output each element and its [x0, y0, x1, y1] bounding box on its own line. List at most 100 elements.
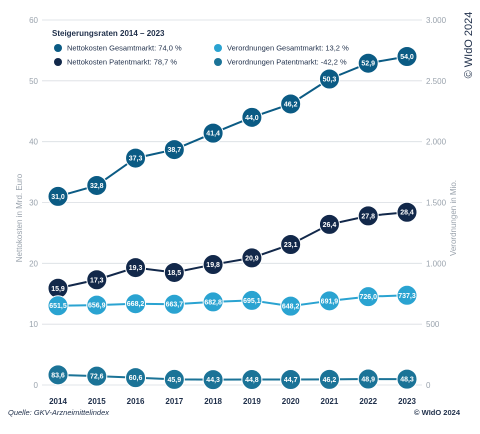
legend-marker — [54, 58, 62, 66]
data-point — [125, 367, 147, 389]
legend-label: Nettokosten Patentmarkt: 78,7 % — [67, 58, 177, 67]
footer-copyright: © WIdO 2024 — [414, 408, 461, 417]
data-point — [163, 261, 185, 283]
data-point — [202, 122, 224, 144]
data-label: 44,8 — [245, 377, 259, 384]
y-right-tick-label: 1.000 — [426, 259, 447, 268]
series-1: 31,0 32,8 37,3 38,7 41,4 44,0 46,2 50,3 52,9 54,0 — [47, 46, 418, 207]
x-tick-label: 2019 — [243, 397, 261, 406]
data-point — [86, 174, 108, 196]
data-point — [241, 106, 263, 128]
data-point — [163, 139, 185, 161]
data-label: 50,3 — [323, 77, 337, 84]
data-label: 27,8 — [361, 213, 375, 220]
y-axis-right-title: Verordnungen in Mio. — [449, 180, 458, 256]
x-tick-label: 2015 — [88, 397, 106, 406]
y-axis-left-title: Nettokosten in Mrd. Euro — [15, 173, 24, 262]
data-point — [396, 284, 418, 306]
data-point — [241, 247, 263, 269]
data-label: 37,3 — [129, 156, 143, 163]
data-point — [396, 46, 418, 67]
data-point — [163, 368, 185, 390]
legend: Steigerungsraten 2014 – 2023 Nettokosten… — [52, 29, 349, 67]
data-label: 44,7 — [284, 377, 298, 384]
data-point — [396, 201, 418, 223]
data-label: 32,8 — [90, 183, 104, 190]
legend-label: Verordnungen Patentmarkt: -42,2 % — [227, 58, 347, 67]
data-label: 663,7 — [166, 302, 184, 309]
series-line — [57, 55, 408, 198]
y-right-tick-label: 0 — [426, 381, 431, 390]
legend-title: Steigerungsraten 2014 – 2023 — [52, 29, 165, 38]
data-point — [357, 205, 379, 227]
data-label: 682,8 — [204, 299, 222, 306]
data-label: 48,9 — [361, 377, 375, 384]
source-note: Quelle: GKV-Arzneimittelindex — [8, 408, 109, 417]
data-point — [202, 291, 224, 313]
data-label: 668,2 — [127, 301, 145, 308]
legend-label: Verordnungen Gesamtmarkt: 13,2 % — [227, 44, 349, 53]
data-label: 651,5 — [49, 303, 67, 310]
data-label: 26,4 — [323, 222, 337, 229]
series-4: 83,6 72,6 60,6 45,9 44,3 44,8 44,7 46,2 48,9 48,3 — [47, 364, 418, 391]
data-label: 52,9 — [361, 61, 375, 68]
data-point — [241, 369, 263, 391]
legend-marker — [214, 44, 222, 52]
series-3: 651,5 656,9 668,2 663,7 682,8 695,1 648,2 691,9… — [47, 284, 418, 317]
data-point — [318, 290, 340, 312]
data-label: 737,3 — [398, 293, 416, 300]
data-point — [318, 213, 340, 235]
data-point — [280, 295, 302, 317]
data-point — [357, 368, 379, 390]
y-right-tick-label: 2.000 — [426, 138, 447, 147]
data-label: 656,9 — [88, 303, 106, 310]
data-label: 48,3 — [400, 377, 414, 384]
data-label: 54,0 — [400, 54, 414, 61]
data-label: 20,9 — [245, 255, 259, 262]
data-label: 46,2 — [284, 101, 298, 108]
data-label: 19,8 — [206, 262, 220, 269]
data-label: 15,9 — [51, 286, 65, 293]
data-label: 44,0 — [245, 115, 259, 122]
data-label: 38,7 — [168, 147, 182, 154]
series-line — [57, 211, 408, 290]
y-left-tick-label: 0 — [34, 381, 39, 390]
data-label: 46,2 — [323, 377, 337, 384]
data-point — [47, 295, 69, 317]
data-label: 60,6 — [129, 375, 143, 382]
data-label: 23,1 — [284, 242, 298, 249]
y-left-tick-label: 50 — [29, 77, 38, 86]
data-label: 83,6 — [51, 372, 65, 379]
x-tick-label: 2023 — [398, 397, 416, 406]
data-label: 726,0 — [359, 294, 377, 301]
data-point — [318, 68, 340, 90]
data-label: 648,2 — [282, 304, 300, 311]
x-axis-ticks: 2014 2015 2016 2017 2018 2019 2020 2021 2022 2023 — [49, 397, 416, 406]
series-group: 31,0 32,8 37,3 38,7 41,4 44,0 46,2 50,3 52,9 54,0… — [47, 46, 418, 391]
y-left-tick-label: 60 — [29, 16, 38, 25]
data-label: 19,3 — [129, 265, 143, 272]
data-point — [202, 254, 224, 276]
y-right-tick-label: 1.500 — [426, 199, 447, 208]
y-right-tick-label: 3.000 — [426, 16, 447, 25]
y-left-tick-label: 40 — [29, 138, 38, 147]
x-tick-label: 2018 — [204, 397, 222, 406]
data-label: 695,1 — [243, 298, 261, 305]
data-point — [280, 93, 302, 115]
data-point — [202, 369, 224, 391]
data-point — [125, 257, 147, 279]
data-point — [396, 368, 418, 390]
data-point — [125, 293, 147, 315]
x-tick-label: 2020 — [282, 397, 300, 406]
data-point — [86, 294, 108, 316]
legend-marker — [214, 58, 222, 66]
y-axis-right-ticks: 0 500 1.000 1.500 2.000 2.500 3.000 — [426, 16, 447, 390]
y-left-tick-label: 10 — [29, 320, 38, 329]
x-tick-label: 2022 — [359, 397, 377, 406]
data-point — [241, 289, 263, 311]
x-tick-label: 2021 — [321, 397, 339, 406]
y-left-tick-label: 30 — [29, 199, 38, 208]
series-2: 15,9 17,3 19,3 18,5 19,8 20,9 23,1 26,4 27,8 28,4 — [47, 201, 418, 299]
y-axis-left-ticks: 0 10 20 30 40 50 60 — [29, 16, 38, 390]
